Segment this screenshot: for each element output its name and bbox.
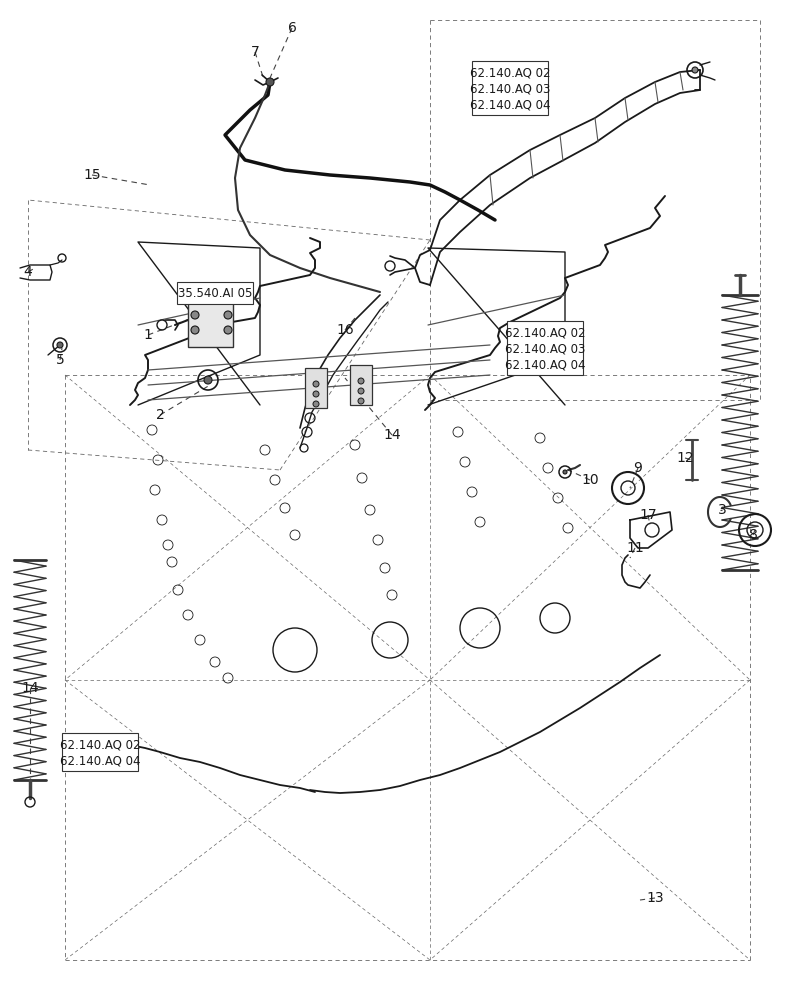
Bar [305, 368, 327, 408]
Text: 5: 5 [56, 353, 64, 367]
Circle shape [358, 378, 364, 384]
Circle shape [266, 78, 274, 86]
Bar [507, 321, 583, 375]
Text: 14: 14 [383, 428, 401, 442]
Text: 3: 3 [718, 503, 727, 517]
Circle shape [191, 296, 199, 304]
Circle shape [313, 401, 319, 407]
Circle shape [57, 342, 63, 348]
Text: 11: 11 [626, 541, 644, 555]
Text: 35.540.AI 05: 35.540.AI 05 [178, 287, 252, 300]
Text: 62.140.AQ 04: 62.140.AQ 04 [60, 754, 140, 767]
Text: 15: 15 [84, 168, 101, 182]
Text: 14: 14 [21, 681, 39, 695]
Text: 62.140.AQ 03: 62.140.AQ 03 [505, 342, 585, 355]
Text: 8: 8 [748, 528, 758, 542]
Text: 10: 10 [581, 473, 599, 487]
Circle shape [358, 398, 364, 404]
Circle shape [224, 296, 232, 304]
Text: 13: 13 [646, 891, 664, 905]
Text: 6: 6 [287, 21, 296, 35]
Text: 16: 16 [336, 323, 354, 337]
Circle shape [204, 376, 212, 384]
Circle shape [563, 470, 567, 474]
Text: 17: 17 [639, 508, 657, 522]
Text: 1: 1 [143, 328, 153, 342]
Bar [62, 733, 138, 771]
Text: 4: 4 [24, 265, 33, 279]
Bar [178, 282, 252, 304]
Text: 62.140.AQ 02: 62.140.AQ 02 [505, 327, 585, 340]
Circle shape [358, 388, 364, 394]
Circle shape [224, 326, 232, 334]
Text: 9: 9 [634, 461, 642, 475]
Text: 62.140.AQ 02: 62.140.AQ 02 [470, 67, 550, 80]
Text: 62.140.AQ 04: 62.140.AQ 04 [505, 358, 585, 371]
Circle shape [313, 391, 319, 397]
Bar [472, 61, 548, 115]
Text: 62.140.AQ 02: 62.140.AQ 02 [60, 738, 140, 751]
Circle shape [191, 326, 199, 334]
Text: 7: 7 [251, 45, 259, 59]
Text: 62.140.AQ 04: 62.140.AQ 04 [470, 98, 550, 111]
Circle shape [692, 67, 698, 73]
Text: 2: 2 [156, 408, 165, 422]
Circle shape [313, 381, 319, 387]
Text: 62.140.AQ 03: 62.140.AQ 03 [470, 82, 550, 95]
Bar [350, 365, 372, 405]
Circle shape [191, 311, 199, 319]
Circle shape [224, 311, 232, 319]
Text: 12: 12 [676, 451, 694, 465]
Bar [188, 292, 233, 347]
